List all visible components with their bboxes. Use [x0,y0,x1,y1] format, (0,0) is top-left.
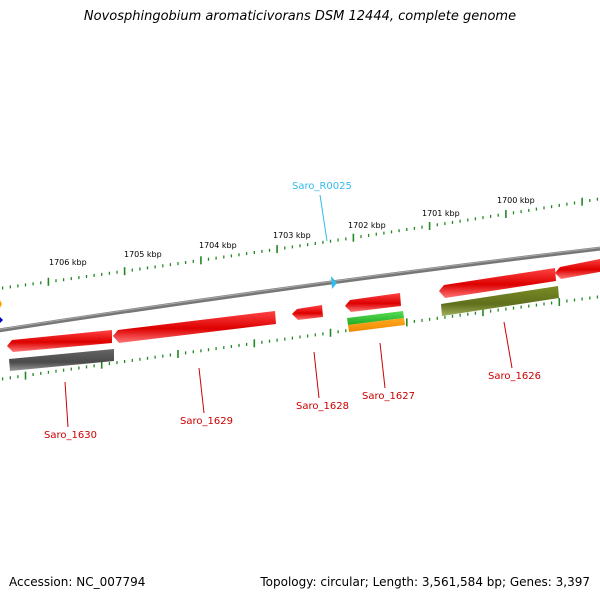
track-olive-saro-1626[interactable] [441,286,559,316]
scale-label-1704: 1704 kbp [199,241,237,250]
genome-title: Novosphingobium aromaticivorans DSM 1244… [83,9,517,24]
track-darkgray-saro-1630[interactable] [9,349,114,371]
scale-label-1701: 1701 kbp [422,209,460,218]
callout-lines [64,194,513,428]
accession-text: Accession: NC_007794 [9,575,146,589]
genome-backbone [0,246,600,333]
callout-line-saro-1628 [313,351,320,399]
gene-label-saro-1626[interactable]: Saro_1626 [488,371,541,382]
gene-saro-1627-feature[interactable] [345,293,401,312]
left-edge-marker-blue [0,317,3,323]
scale-label-1700: 1700 kbp [497,196,535,205]
gene-label-saro-1627[interactable]: Saro_1627 [362,391,415,402]
scale-label-1703: 1703 kbp [273,231,311,240]
rna-marker-saro-r0025[interactable] [331,276,337,289]
scale-labels: 1706 kbp 1705 kbp 1704 kbp 1703 kbp 1702… [49,196,535,267]
callout-line-saro-1626 [503,321,513,369]
genome-summary-text: Topology: circular; Length: 3,561,584 bp… [260,575,590,589]
scale-label-1706: 1706 kbp [49,258,87,267]
gene-label-saro-1629[interactable]: Saro_1629 [180,416,233,427]
scale-label-1702: 1702 kbp [348,221,386,230]
gene-saro-1628-feature[interactable] [292,305,323,320]
gene-saro-1630-feature[interactable] [7,330,112,352]
gene-saro-1626-feature[interactable] [439,268,556,298]
callout-line-saro-1630 [64,381,69,428]
gene-label-saro-1630[interactable]: Saro_1630 [44,430,97,441]
callout-line-saro-1627 [379,342,386,389]
gene-labels: Saro_R0025 Saro_1630 Saro_1629 Saro_1628… [44,181,541,441]
gene-label-saro-r0025[interactable]: Saro_R0025 [292,181,352,192]
track-orange-saro-1627[interactable] [348,318,405,332]
inner-tick-ring [1,295,599,381]
callout-line-saro-r0025 [319,194,328,242]
genome-backbone-highlight [0,247,600,330]
outer-tick-ring [1,197,599,290]
gene-label-saro-1628[interactable]: Saro_1628 [296,401,349,412]
scale-label-1705: 1705 kbp [124,250,162,259]
gene-saro-1629-feature[interactable] [113,311,276,343]
track-green-saro-1627[interactable] [347,311,404,325]
callout-line-saro-1629 [198,367,205,414]
gene-edge-right-feature[interactable] [555,258,600,279]
left-edge-marker-orange [0,300,2,308]
gene-features-red [7,258,600,352]
